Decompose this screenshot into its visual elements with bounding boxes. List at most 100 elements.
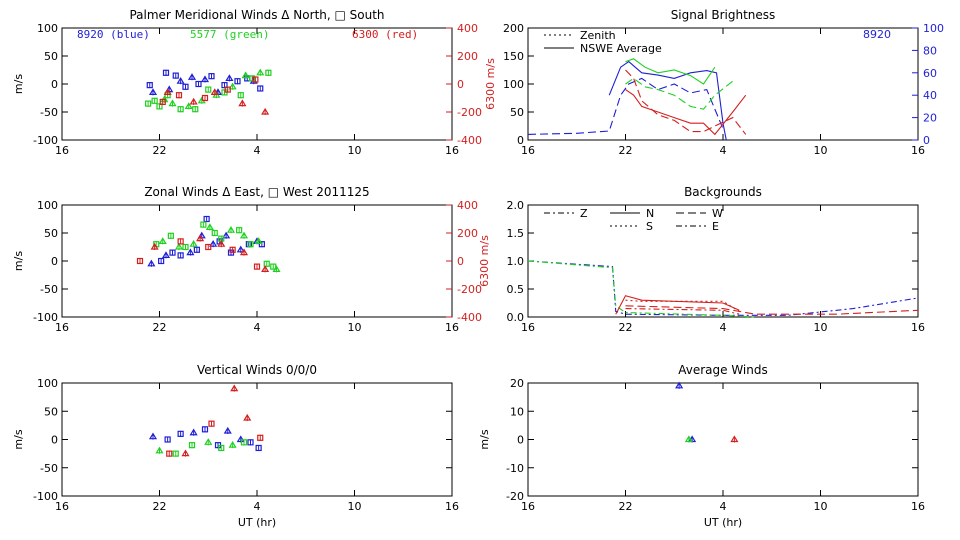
square-point-8920 bbox=[182, 83, 189, 90]
triangle-point-6300 bbox=[217, 240, 226, 247]
y-axis-label: m/s bbox=[12, 74, 25, 94]
x-tick-label: 4 bbox=[254, 321, 261, 334]
x-tick-label: 4 bbox=[720, 321, 727, 334]
y-tick-label: 50 bbox=[44, 50, 58, 63]
triangle-point-8920 bbox=[176, 77, 185, 84]
x-tick-label: 4 bbox=[254, 144, 261, 157]
y-tick-label: 150 bbox=[503, 50, 524, 63]
plot-frame bbox=[61, 204, 453, 318]
y-tick-label: 0 bbox=[517, 134, 524, 147]
triangle-point-8920 bbox=[236, 435, 245, 443]
right-y-tick-label: 40 bbox=[923, 89, 937, 102]
legend-label: W bbox=[712, 207, 723, 220]
square-point-5577 bbox=[151, 97, 158, 104]
square-point-8920 bbox=[203, 215, 210, 223]
x-tick-label: 4 bbox=[720, 500, 727, 513]
right-axis-label: 6300 m/s bbox=[478, 235, 491, 287]
x-tick-label: 22 bbox=[619, 321, 633, 334]
triangle-point-8920 bbox=[675, 381, 684, 389]
x-tick-label: 16 bbox=[521, 500, 535, 513]
series-line-red-S bbox=[625, 299, 740, 312]
right-y-tick-label: 20 bbox=[923, 112, 937, 125]
square-point-6300 bbox=[201, 94, 209, 102]
square-point-6300 bbox=[177, 238, 184, 245]
triangle-point-8920 bbox=[236, 245, 245, 253]
x-tick-label: 22 bbox=[153, 500, 167, 513]
triangle-point-6300 bbox=[230, 384, 239, 392]
x-tick-label: 16 bbox=[521, 144, 535, 157]
legend-label: 8920 (blue) bbox=[77, 28, 150, 41]
x-tick-label: 10 bbox=[814, 144, 828, 157]
square-point-6300 bbox=[205, 243, 212, 251]
triangle-point-8920 bbox=[161, 251, 171, 258]
y-tick-label: 0 bbox=[517, 434, 524, 447]
x-tick-label: 16 bbox=[445, 500, 459, 513]
square-point-5577 bbox=[156, 103, 163, 110]
y-tick-label: 10 bbox=[510, 405, 524, 418]
chart-title: Zonal Winds Δ East, □ West 2011125 bbox=[144, 185, 369, 199]
triangle-point-5577 bbox=[226, 226, 236, 233]
square-point-6300 bbox=[253, 263, 261, 270]
triangle-point-6300 bbox=[150, 242, 159, 250]
x-tick-label: 10 bbox=[348, 144, 362, 157]
square-point-8920 bbox=[258, 241, 265, 248]
x-tick-label: 16 bbox=[55, 500, 69, 513]
triangle-point-8920 bbox=[209, 240, 218, 247]
triangle-point-6300 bbox=[189, 97, 198, 105]
series-line-8920-zenith bbox=[527, 77, 724, 135]
square-point-8920 bbox=[255, 444, 262, 452]
triangle-point-5577 bbox=[254, 237, 263, 244]
y-tick-label: -10 bbox=[506, 462, 524, 475]
square-point-6300 bbox=[136, 257, 144, 265]
x-tick-label: 16 bbox=[911, 144, 925, 157]
plot-frame bbox=[61, 27, 453, 141]
triangle-point-5577 bbox=[256, 68, 265, 76]
right-y-tick-label: 400 bbox=[457, 22, 478, 35]
triangle-point-5577 bbox=[684, 435, 693, 443]
triangle-point-5577 bbox=[205, 223, 214, 230]
y-tick-label: -50 bbox=[40, 283, 58, 296]
x-tick-label: 4 bbox=[720, 144, 727, 157]
right-y-tick-label: 200 bbox=[457, 50, 478, 63]
triangle-point-8920 bbox=[148, 88, 158, 96]
square-point-5577 bbox=[263, 260, 270, 267]
triangle-point-6300 bbox=[730, 435, 739, 443]
chart-title: Vertical Winds 0/0/0 bbox=[197, 363, 317, 377]
right-y-tick-label: 60 bbox=[923, 67, 937, 80]
triangle-point-5577 bbox=[228, 82, 237, 90]
square-point-8920 bbox=[164, 436, 171, 443]
legend-label: S bbox=[646, 220, 653, 233]
triangle-point-5577 bbox=[158, 237, 167, 244]
x-tick-label: 22 bbox=[619, 500, 633, 513]
y-tick-label: -100 bbox=[33, 134, 58, 147]
x-axis-label: UT (hr) bbox=[704, 516, 742, 529]
x-tick-label: 10 bbox=[348, 500, 362, 513]
triangle-point-6300 bbox=[238, 99, 247, 107]
legend-label: Zenith bbox=[580, 29, 616, 42]
right-axis-label: 6300 m/s bbox=[484, 58, 497, 110]
legend-label: Z bbox=[580, 207, 588, 220]
square-point-5577 bbox=[240, 439, 248, 446]
y-tick-label: 100 bbox=[37, 377, 58, 390]
square-point-8920 bbox=[234, 78, 241, 85]
square-point-5577 bbox=[237, 92, 244, 99]
chart-title: Signal Brightness bbox=[671, 8, 776, 22]
legend-label: NSWE Average bbox=[580, 42, 662, 55]
square-point-5577 bbox=[236, 227, 243, 234]
triangle-point-8920 bbox=[148, 432, 158, 440]
series-8920-label: 8920 bbox=[863, 28, 891, 41]
chart-title: Average Winds bbox=[678, 363, 768, 377]
triangle-point-5577 bbox=[174, 242, 184, 250]
square-point-8920 bbox=[221, 82, 228, 89]
plot-frame bbox=[527, 382, 919, 497]
series-line-6300-avg bbox=[625, 89, 747, 136]
y-tick-label: -100 bbox=[33, 311, 58, 324]
y-tick-label: 0 bbox=[51, 434, 58, 447]
y-tick-label: -20 bbox=[506, 490, 524, 503]
plot-frame bbox=[61, 382, 453, 497]
square-point-8920 bbox=[247, 439, 254, 446]
series-line-6300-zenith bbox=[625, 69, 747, 135]
legend-label: 5577 (green) bbox=[190, 28, 269, 41]
series-line-5577-avg bbox=[625, 58, 716, 85]
triangle-point-5577 bbox=[189, 240, 198, 247]
